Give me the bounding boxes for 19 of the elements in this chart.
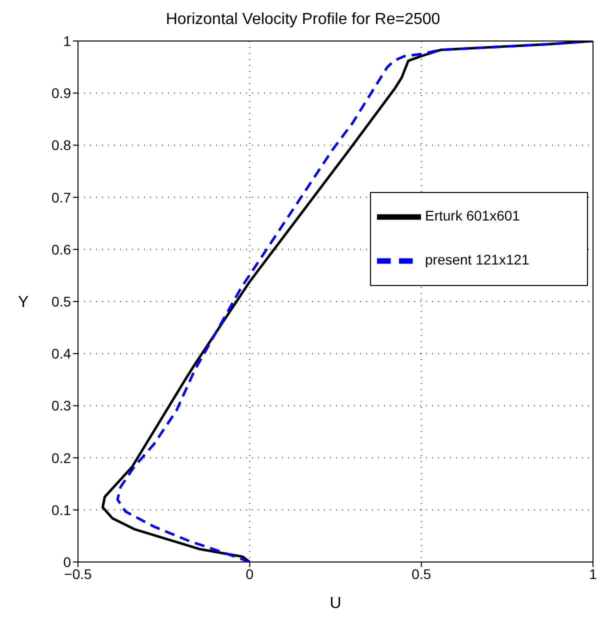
y-tick-label: 0.8 <box>52 137 72 154</box>
x-tick-label: 0 <box>246 566 254 582</box>
y-axis-title: Y <box>18 294 29 312</box>
y-tick-label: 0.5 <box>52 293 72 310</box>
y-tick-label: 0 <box>63 554 72 570</box>
legend-label: present 121x121 <box>425 252 530 268</box>
x-tick-label: 0.5 <box>412 566 432 582</box>
y-tick-label: 0.3 <box>52 398 72 414</box>
y-tick-label: 0.4 <box>52 346 72 362</box>
chart-title: Horizontal Velocity Profile for Re=2500 <box>164 10 442 30</box>
y-tick-label: 0.9 <box>52 85 72 102</box>
x-tick-label: 1 <box>589 566 598 582</box>
legend-label: Erturk 601x601 <box>425 208 520 224</box>
y-tick-label: 0.2 <box>52 450 72 466</box>
y-tick-label: 1 <box>63 32 72 49</box>
y-tick-label: 0.7 <box>52 189 72 206</box>
y-tick-label: 0.1 <box>52 502 72 518</box>
y-tick-label: 0.6 <box>52 241 72 258</box>
x-axis-title: U <box>330 595 342 612</box>
